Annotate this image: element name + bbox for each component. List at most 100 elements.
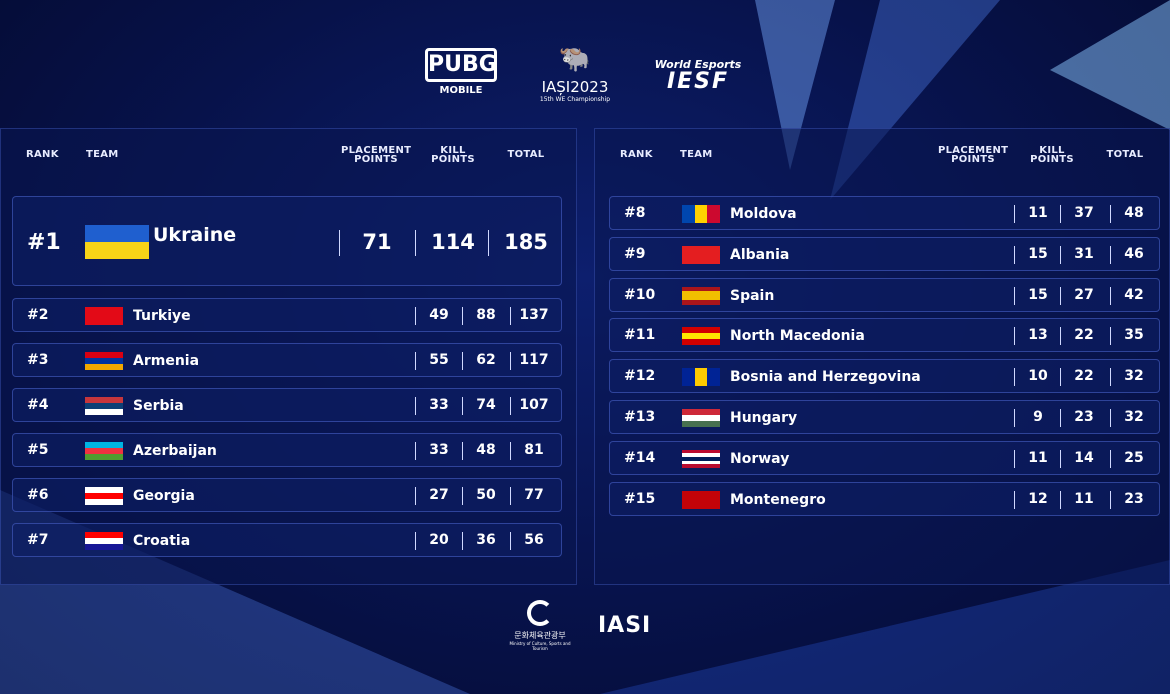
rank-label: #9 <box>624 245 646 262</box>
header-total: TOTAL <box>1106 149 1144 160</box>
total-points: 56 <box>524 532 544 548</box>
standing-row[interactable]: #5 Azerbaijan 33 48 81 <box>12 433 562 467</box>
standing-row[interactable]: #1 Ukraine 71 114 185 <box>12 196 562 286</box>
total-points: 48 <box>1124 205 1144 221</box>
logo-bar: PUBG MOBILE 🐃 IAȘI2023 15th WE Champions… <box>0 40 1170 120</box>
column-divider <box>462 442 463 460</box>
team-name: Azerbaijan <box>133 443 217 459</box>
kill-points: 22 <box>1074 368 1094 385</box>
column-divider <box>510 307 511 325</box>
bison-icon: 🐃 <box>558 44 592 74</box>
column-divider <box>1014 368 1015 387</box>
column-divider <box>1110 327 1111 346</box>
header-kill: KILL POINTS <box>1030 145 1074 165</box>
standing-row[interactable]: #2 Turkiye 49 88 137 <box>12 298 562 332</box>
column-divider <box>1110 245 1111 264</box>
ministry-emblem-icon <box>527 600 553 626</box>
rank-label: #5 <box>27 442 49 458</box>
column-divider <box>462 307 463 325</box>
iasi2023-logo: 🐃 IAȘI2023 15th WE Championship <box>530 40 620 103</box>
placement-points: 10 <box>1028 368 1048 385</box>
team-name: Armenia <box>133 353 200 369</box>
team-name: Moldova <box>730 206 797 222</box>
kill-points: 50 <box>476 487 496 503</box>
total-points: 25 <box>1124 449 1144 466</box>
total-points: 185 <box>504 230 548 254</box>
flag-icon <box>85 307 123 325</box>
standing-row[interactable]: #9 Albania 15 31 46 <box>609 236 1160 271</box>
team-name: Ukraine <box>153 224 237 246</box>
rank-label: #8 <box>624 205 646 221</box>
standing-row[interactable]: #7 Croatia 20 36 56 <box>12 523 562 557</box>
team-name: Serbia <box>133 398 184 414</box>
header-rank: RANK <box>620 149 653 160</box>
standing-row[interactable]: #14 Norway 11 14 25 <box>609 440 1160 475</box>
kill-points: 114 <box>431 230 475 254</box>
column-divider <box>1014 409 1015 427</box>
placement-points: 20 <box>429 532 449 548</box>
column-divider <box>1110 409 1111 427</box>
flag-icon <box>682 449 720 468</box>
team-name: Albania <box>730 246 790 263</box>
total-points: 81 <box>524 442 544 458</box>
column-divider <box>462 487 463 505</box>
flag-icon <box>682 490 720 509</box>
standing-row[interactable]: #8 Moldova 11 37 48 <box>609 196 1160 230</box>
rank-label: #15 <box>624 490 656 507</box>
standing-row[interactable]: #12 Bosnia and Herzegovina 10 22 32 <box>609 359 1160 394</box>
standing-row[interactable]: #6 Georgia 27 50 77 <box>12 478 562 512</box>
total-points: 32 <box>1124 368 1144 385</box>
column-divider <box>1060 368 1061 387</box>
flag-icon <box>85 487 123 505</box>
flag-icon <box>682 286 720 305</box>
placement-points: 11 <box>1028 205 1048 221</box>
standing-row[interactable]: #11 North Macedonia 13 22 35 <box>609 318 1160 353</box>
total-points: 35 <box>1124 327 1144 344</box>
flag-icon <box>85 225 149 259</box>
flag-icon <box>85 442 123 460</box>
column-divider <box>1110 205 1111 223</box>
placement-points: 11 <box>1028 449 1048 466</box>
rank-label: #12 <box>624 368 656 385</box>
rank-label: #7 <box>27 532 49 548</box>
standing-row[interactable]: #13 Hungary 9 23 32 <box>609 400 1160 434</box>
team-name: Spain <box>730 287 775 304</box>
column-divider <box>1014 490 1015 509</box>
column-divider <box>1014 449 1015 468</box>
rank-label: #11 <box>624 327 656 344</box>
standing-row[interactable]: #4 Serbia 33 74 107 <box>12 388 562 422</box>
standing-row[interactable]: #10 Spain 15 27 42 <box>609 277 1160 312</box>
flag-icon <box>682 205 721 223</box>
total-points: 42 <box>1124 286 1144 303</box>
column-divider <box>510 352 511 370</box>
pubg-mobile-logo: PUBG MOBILE <box>425 48 497 96</box>
rank-label: #2 <box>27 307 49 323</box>
team-name: Norway <box>730 450 790 467</box>
flag-icon <box>85 397 123 415</box>
team-name: North Macedonia <box>730 328 865 345</box>
team-name: Hungary <box>730 410 798 426</box>
column-divider <box>1060 327 1061 346</box>
total-points: 117 <box>519 352 549 368</box>
standing-row[interactable]: #3 Armenia 55 62 117 <box>12 343 562 377</box>
standing-row[interactable]: #15 Montenegro 12 11 23 <box>609 481 1160 516</box>
rank-label: #6 <box>27 487 49 503</box>
flag-icon <box>682 245 720 264</box>
kill-points: 23 <box>1074 409 1094 425</box>
iesf-logo: World Esports IESF <box>654 58 742 94</box>
placement-points: 55 <box>429 352 449 368</box>
column-divider <box>339 230 340 256</box>
kill-points: 31 <box>1074 245 1094 262</box>
team-name: Georgia <box>133 488 195 504</box>
header-rank: RANK <box>26 149 59 160</box>
column-divider <box>1110 286 1111 305</box>
placement-points: 49 <box>429 307 449 323</box>
rank-label: #10 <box>624 286 656 303</box>
kill-points: 37 <box>1074 205 1094 221</box>
placement-points: 15 <box>1028 245 1048 262</box>
column-divider <box>415 442 416 460</box>
kill-points: 14 <box>1074 449 1094 466</box>
column-divider <box>1014 245 1015 264</box>
placement-points: 9 <box>1033 409 1043 425</box>
header-kill: KILL POINTS <box>431 145 475 165</box>
